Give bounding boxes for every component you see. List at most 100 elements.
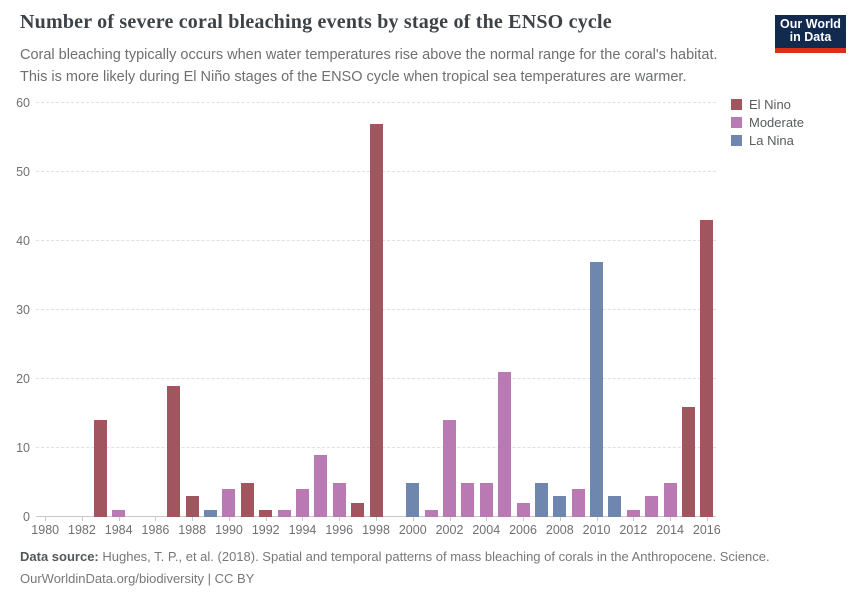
footer-license-line: OurWorldinData.org/biodiversity | CC BY (20, 568, 830, 590)
legend-swatch-icon (731, 117, 742, 128)
plot-area: 0 10 20 30 40 50 60 1980 1982 1984 1986 1988 1990 199… (16, 96, 721, 537)
bar-2007-la-nina[interactable] (534, 482, 548, 517)
bar-1990-moderate[interactable] (222, 489, 236, 517)
legend-label: El Nino (749, 97, 791, 112)
bar-1983-el-nino[interactable] (93, 420, 107, 517)
bar-2006-moderate[interactable] (516, 503, 530, 517)
bar-2003-moderate[interactable] (461, 482, 475, 517)
license-text: | CC BY (204, 570, 255, 586)
bar-2008-la-nina[interactable] (553, 496, 567, 517)
page-title: Number of severe coral bleaching events … (20, 11, 612, 33)
bar-1997-el-nino[interactable] (351, 503, 365, 517)
bar-1984-moderate[interactable] (112, 510, 126, 517)
footer-source-line: Data source: Hughes, T. P., et al. (2018… (20, 546, 830, 568)
y-tick-label-40: 40 (16, 234, 30, 248)
legend-item-el-nino[interactable]: El Nino (731, 98, 804, 111)
x-tick-2014 (670, 517, 672, 521)
x-tick-1986 (155, 517, 157, 521)
x-tick-label-2004: 2004 (472, 523, 501, 537)
bar-1989-la-nina[interactable] (204, 510, 218, 517)
x-tick-2000 (412, 517, 414, 521)
subtitle-line-1: Coral bleaching typically occurs when wa… (20, 47, 718, 63)
x-tick-1980 (45, 517, 47, 521)
chart-subtitle: Coral bleaching typically occurs when wa… (20, 44, 760, 88)
bar-2013-moderate[interactable] (645, 496, 659, 517)
source-text: Hughes, T. P., et al. (2018). Spatial an… (98, 549, 770, 564)
y-tick-label-30: 30 (16, 303, 30, 317)
bar-1991-el-nino[interactable] (240, 482, 254, 517)
x-tick-2008 (559, 517, 561, 521)
x-tick-label-1990: 1990 (215, 523, 243, 537)
bar-1998-el-nino[interactable] (369, 123, 383, 517)
x-tick-label-1998: 1998 (362, 523, 390, 537)
bar-1995-moderate[interactable] (314, 454, 328, 517)
legend-label: La Nina (749, 133, 794, 148)
bar-2012-moderate[interactable] (626, 510, 640, 517)
y-tick-label-0: 0 (23, 510, 30, 524)
owid-logo-line2: in Data (789, 30, 832, 44)
x-tick-1998 (376, 517, 377, 521)
x-tick-1994 (302, 517, 304, 521)
chart-footer: Data source: Hughes, T. P., et al. (2018… (20, 546, 830, 589)
x-tick-label-1988: 1988 (178, 523, 207, 537)
bar-2000-la-nina[interactable] (406, 482, 420, 517)
bar-1988-el-nino[interactable] (185, 496, 199, 517)
bar-2016-el-nino[interactable] (700, 220, 714, 517)
x-tick-1988 (192, 517, 194, 521)
x-tick-label-1982: 1982 (68, 523, 96, 537)
gridline-60 (36, 102, 716, 103)
bar-2002-moderate[interactable] (443, 420, 456, 517)
legend: El Nino Moderate La Nina (731, 98, 804, 152)
x-tick-label-1986: 1986 (141, 523, 170, 537)
legend-label: Moderate (749, 115, 804, 130)
y-tick-label-50: 50 (16, 165, 30, 179)
x-tick-label-1994: 1994 (288, 523, 317, 537)
bar-1992-el-nino[interactable] (259, 510, 273, 517)
bar-2010-la-nina[interactable] (590, 261, 604, 517)
source-label: Data source: (20, 549, 99, 564)
x-tick-label-1996: 1996 (325, 523, 354, 537)
x-tick-label-2012: 2012 (619, 523, 648, 537)
legend-item-moderate[interactable]: Moderate (731, 116, 804, 129)
x-tick-1992 (265, 517, 267, 521)
x-tick-1982 (81, 517, 83, 521)
bar-1987-el-nino[interactable] (167, 385, 181, 517)
bar-2015-el-nino[interactable] (681, 406, 695, 517)
legend-swatch-icon (731, 99, 742, 110)
x-tick-label-2014: 2014 (656, 523, 684, 537)
x-tick-label-2000: 2000 (398, 523, 427, 537)
bar-1994-moderate[interactable] (295, 489, 309, 517)
bar-2005-moderate[interactable] (498, 372, 512, 517)
owid-url-link[interactable]: OurWorldinData.org/biodiversity (20, 570, 204, 586)
x-tick-label-2008: 2008 (545, 523, 574, 537)
x-tick-label-2002: 2002 (435, 523, 464, 537)
x-tick-1990 (228, 517, 230, 521)
x-tick-2004 (486, 517, 488, 521)
x-tick-label-1980: 1980 (31, 523, 60, 537)
y-tick-label-10: 10 (16, 441, 30, 455)
y-tick-label-60: 60 (16, 96, 30, 110)
y-tick-label-20: 20 (16, 372, 30, 386)
bar-2009-moderate[interactable] (571, 489, 585, 517)
x-tick-label-2016: 2016 (692, 523, 721, 537)
bar-1996-moderate[interactable] (332, 482, 346, 517)
x-tick-2006 (523, 517, 525, 521)
x-tick-label-1992: 1992 (251, 523, 280, 537)
bar-2001-moderate[interactable] (424, 510, 438, 517)
x-tick-label-2006: 2006 (509, 523, 537, 537)
x-tick-2010 (596, 517, 598, 521)
legend-item-la-nina[interactable]: La Nina (731, 134, 804, 147)
owid-logo[interactable]: Our World in Data (775, 15, 846, 53)
legend-swatch-icon (731, 135, 742, 146)
bar-2004-moderate[interactable] (479, 482, 493, 517)
x-tick-1984 (118, 517, 120, 521)
owid-logo-line1: Our World (780, 17, 841, 31)
bar-2011-la-nina[interactable] (608, 496, 622, 517)
x-tick-2002 (449, 517, 451, 521)
x-tick-2012 (633, 517, 635, 521)
x-tick-label-2010: 2010 (582, 523, 611, 537)
bar-2014-moderate[interactable] (663, 482, 677, 517)
bar-1993-moderate[interactable] (277, 510, 291, 517)
x-tick-label-1984: 1984 (104, 523, 133, 537)
